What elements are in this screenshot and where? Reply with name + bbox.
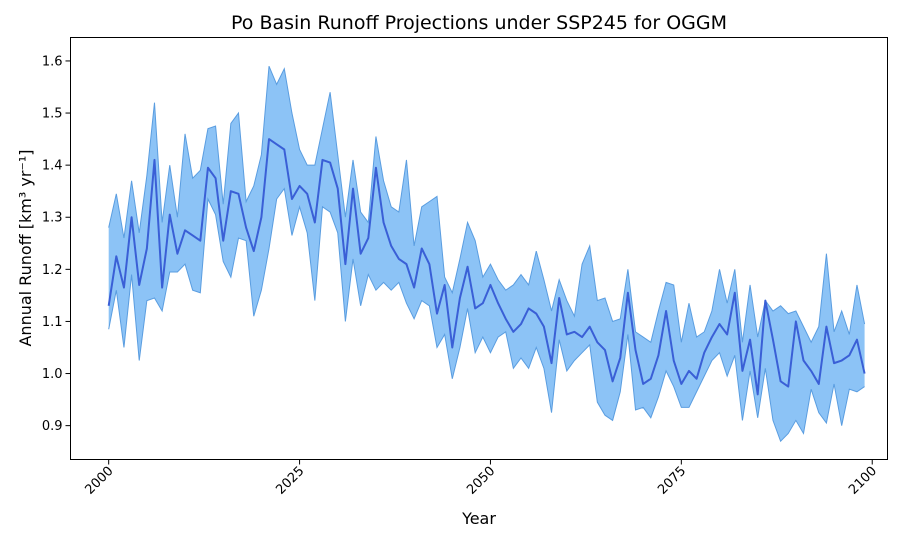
uncertainty-band bbox=[108, 66, 865, 442]
band-upper-edge bbox=[108, 65, 866, 344]
y-axis: 0.9 1.0 1.1 1.2 1.3 1.4 1.5 1.6 bbox=[42, 54, 71, 434]
y-tick-label: 1.1 bbox=[42, 315, 63, 330]
y-tick-label: 1.2 bbox=[42, 263, 63, 278]
y-tick-label: 1.3 bbox=[42, 211, 63, 226]
chart-title: Po Basin Runoff Projections under SSP245… bbox=[231, 12, 727, 34]
x-axis: 2000 2025 2050 2075 2100 bbox=[82, 459, 880, 498]
x-tick-label: 2100 bbox=[846, 464, 880, 498]
x-tick-label: 2000 bbox=[82, 464, 116, 498]
axes-frame bbox=[70, 37, 888, 460]
y-tick-label: 0.9 bbox=[42, 419, 63, 434]
plot-area bbox=[107, 65, 866, 443]
x-tick-label: 2050 bbox=[464, 464, 498, 498]
y-tick-label: 1.0 bbox=[42, 367, 63, 382]
y-tick-label: 1.6 bbox=[42, 54, 63, 69]
y-axis-label: Annual Runoff [km³ yr⁻¹] bbox=[16, 149, 35, 346]
x-tick-label: 2075 bbox=[655, 464, 689, 498]
x-axis-label: Year bbox=[461, 509, 496, 528]
y-tick-label: 1.4 bbox=[42, 159, 63, 174]
x-tick-label: 2025 bbox=[273, 464, 307, 498]
median-runoff-line bbox=[107, 138, 866, 396]
band-lower-edge bbox=[108, 187, 865, 443]
y-tick-label: 1.5 bbox=[42, 107, 63, 122]
